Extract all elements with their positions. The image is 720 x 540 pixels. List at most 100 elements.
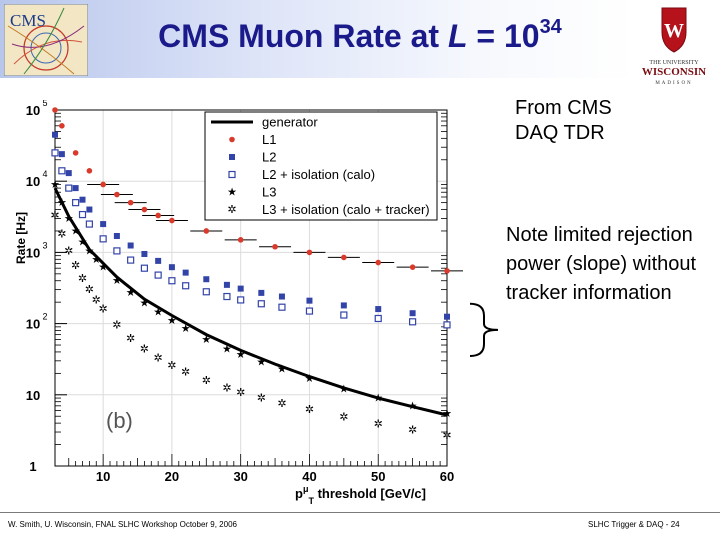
- data-point: [140, 264, 149, 272]
- data-point: ✲: [202, 374, 211, 387]
- legend-label: L3 + isolation (calo + tracker): [262, 202, 430, 217]
- data-point: ★: [57, 196, 67, 209]
- y-tick-exponent: 5: [42, 100, 47, 108]
- data-point: ✲: [126, 332, 135, 345]
- data-point: [375, 259, 382, 266]
- data-point: [409, 310, 416, 317]
- legend-label: generator: [262, 115, 318, 130]
- data-point: [65, 184, 73, 192]
- x-tick-label: 10: [96, 469, 110, 484]
- data-point: [78, 210, 87, 219]
- data-point: [113, 247, 121, 255]
- data-point: ✲: [305, 403, 314, 416]
- legend: generator L1 L2 L2 + isolation (calo) ★ L3 ✲ L3…: [204, 111, 438, 221]
- data-point: ★: [305, 372, 315, 385]
- source-note: From CMS DAQ TDR: [515, 97, 612, 144]
- data-point: [223, 292, 231, 301]
- data-point: ✲: [181, 365, 190, 378]
- series-5: ✲✲✲✲✲✲✲✲✲✲✲✲✲✲✲✲ ✲ ✲ ✲ ✲✲✲ ✲ ✲: [50, 209, 451, 442]
- data-point: ✲: [408, 424, 417, 437]
- x-tick-label: 50: [371, 469, 385, 484]
- data-point: ✲: [57, 228, 66, 241]
- data-point: ★: [167, 314, 177, 327]
- data-point: ★: [442, 407, 452, 420]
- title-equals: = 10: [476, 18, 540, 54]
- uw-logo-line2: WISCONSIN: [642, 66, 706, 78]
- data-point: ✲: [99, 303, 108, 316]
- data-point: [155, 212, 161, 219]
- y-tick-label: 10: [26, 174, 40, 189]
- uw-logo-line1: THE UNIVERSITY: [649, 60, 699, 66]
- data-point: [154, 271, 162, 279]
- y-tick-exponent: 2: [42, 312, 47, 322]
- data-point: [141, 206, 148, 213]
- rejection-note: Note limited rejection power (slope) wit…: [506, 224, 697, 304]
- data-point: ★: [78, 235, 88, 248]
- data-point: [444, 313, 450, 320]
- data-point: [127, 199, 134, 206]
- legend-label: L2: [262, 150, 276, 165]
- data-point: ✲: [85, 283, 94, 296]
- data-point: [168, 277, 176, 285]
- data-point: ★: [112, 274, 122, 287]
- data-point: [127, 242, 134, 249]
- uw-logo-line3: MADISON: [655, 81, 692, 86]
- y-tick-exponent: 4: [42, 169, 47, 179]
- data-point: ★: [153, 306, 163, 319]
- legend-label: L2 + isolation (calo): [262, 167, 375, 182]
- data-point: ★: [201, 333, 211, 346]
- y-tick-label: 10: [26, 388, 40, 403]
- data-point: [86, 167, 93, 174]
- data-point: [65, 170, 72, 177]
- y-tick-label: 1: [29, 459, 36, 474]
- data-point: [114, 191, 120, 198]
- data-point: [59, 122, 65, 129]
- x-axis-label: pμT threshold [GeV/c]: [295, 484, 426, 505]
- data-point: ★: [408, 399, 418, 412]
- data-point: ✲: [154, 351, 163, 364]
- legend-swatch: ★: [227, 186, 237, 199]
- data-point: [341, 254, 347, 261]
- data-point: [223, 281, 230, 288]
- panel-label: (b): [106, 408, 133, 433]
- data-point: [306, 249, 313, 256]
- series-0: [53, 187, 448, 417]
- data-point: ★: [339, 383, 349, 396]
- data-point: [72, 199, 80, 207]
- data-point: ✲: [222, 381, 231, 394]
- data-point: [86, 206, 93, 213]
- data-point: [375, 306, 382, 313]
- plot-frame: [54, 109, 448, 467]
- data-point: ★: [222, 342, 232, 355]
- data-point: [72, 185, 79, 192]
- data-point: [340, 302, 347, 309]
- data-point: [169, 217, 175, 224]
- data-point: [58, 167, 66, 175]
- data-point: ✲: [64, 244, 73, 257]
- data-point: [203, 276, 210, 283]
- data-point: [237, 237, 244, 243]
- footer-divider: [0, 512, 720, 513]
- series-3: [51, 149, 451, 329]
- data-point: [99, 235, 107, 243]
- data-point: [306, 297, 313, 304]
- data-point: [58, 151, 65, 158]
- data-point: ★: [98, 261, 108, 274]
- data-point: [85, 220, 93, 228]
- x-tick-label: 60: [440, 469, 454, 484]
- data-point: ★: [71, 224, 81, 237]
- data-point: [203, 228, 210, 234]
- data-point: ✲: [339, 410, 348, 423]
- x-tick-label: 20: [165, 469, 179, 484]
- legend-label: L1: [262, 132, 276, 147]
- data-point: ★: [139, 296, 149, 309]
- data-point: ✲: [257, 392, 266, 405]
- data-point: ✲: [140, 342, 149, 355]
- data-point: ★: [84, 244, 94, 257]
- x-tick-label: 30: [233, 469, 247, 484]
- title-band: [0, 0, 636, 78]
- data-point: [51, 149, 59, 157]
- data-point: [374, 314, 382, 323]
- data-point: ✲: [374, 417, 383, 430]
